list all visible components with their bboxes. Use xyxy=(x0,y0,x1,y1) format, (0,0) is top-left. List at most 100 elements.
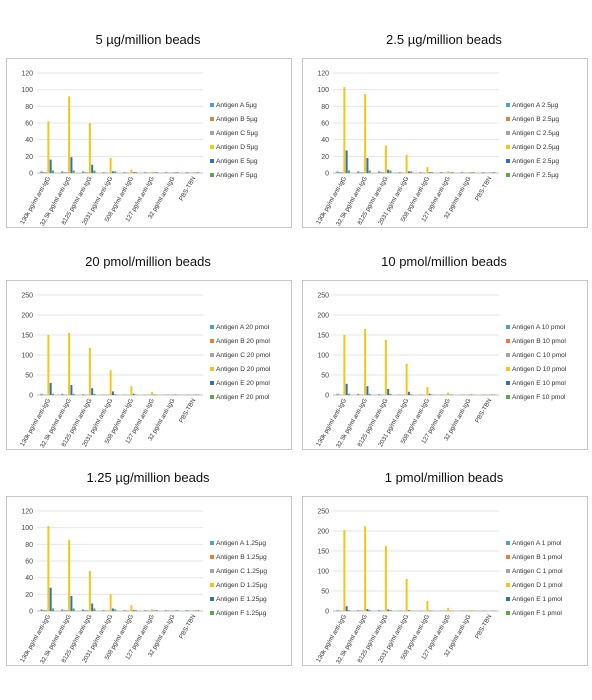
legend-label: Antigen E 10 pmol xyxy=(512,380,566,387)
legend-swatch xyxy=(506,117,510,121)
y-tick-label: 50 xyxy=(25,373,33,380)
bar xyxy=(398,172,401,173)
y-tick-label: 50 xyxy=(321,373,329,380)
bar xyxy=(428,172,431,173)
bar xyxy=(70,157,73,173)
legend-swatch xyxy=(210,611,214,615)
bar xyxy=(151,391,154,395)
chart-panel-4: 10 pmol/million beads 0 50 100 150 200 250 130… xyxy=(296,222,592,455)
bar xyxy=(426,601,429,611)
bar xyxy=(45,610,48,611)
bar xyxy=(114,394,117,395)
y-tick-label: 50 xyxy=(321,589,329,596)
legend-label: Antigen D 1 pmol xyxy=(512,582,563,589)
legend-swatch xyxy=(506,353,510,357)
legend-swatch xyxy=(210,339,214,343)
legend-label: Antigen E 2.5µg xyxy=(512,158,559,165)
x-tick-label: PBS-TBN xyxy=(474,176,493,203)
bar xyxy=(426,167,429,173)
x-tick-label: PBS-TBN xyxy=(474,398,493,425)
chart-title: 2.5 µg/million beads xyxy=(386,32,502,47)
bar xyxy=(345,150,348,173)
y-tick-label: 80 xyxy=(25,542,33,549)
bar xyxy=(426,387,429,395)
y-tick-label: 0 xyxy=(325,393,329,400)
bar xyxy=(49,383,52,395)
x-tick-label: PBS-TBN xyxy=(178,614,197,641)
bar xyxy=(49,159,52,173)
legend-swatch xyxy=(506,395,510,399)
chart-panel-6: 1 pmol/million beads 0 50 100 150 200 250 130k… xyxy=(296,438,592,671)
bar xyxy=(467,172,470,173)
bar xyxy=(91,603,94,611)
bar xyxy=(102,172,105,173)
bar xyxy=(68,540,71,611)
y-tick-label: 100 xyxy=(317,87,329,94)
x-tick-label: PBS-TBN xyxy=(474,614,493,641)
bar xyxy=(42,172,45,173)
bar xyxy=(70,596,73,611)
bar xyxy=(192,172,195,173)
legend-label: Antigen A 10 pmol xyxy=(512,324,566,331)
bar xyxy=(61,171,64,173)
bar xyxy=(164,172,167,173)
legend-label: Antigen E 1.25µg xyxy=(216,596,267,603)
y-tick-label: 0 xyxy=(29,171,33,178)
legend-swatch xyxy=(506,611,510,615)
bar xyxy=(51,393,54,395)
legend-label: Antigen C 1.25µg xyxy=(216,568,267,575)
bar xyxy=(410,171,413,173)
y-tick-label: 0 xyxy=(325,609,329,616)
legend-label: Antigen F 20 pmol xyxy=(216,394,270,401)
y-tick-label: 0 xyxy=(29,609,33,616)
bar xyxy=(132,610,135,611)
bar xyxy=(368,170,371,173)
y-tick-label: 200 xyxy=(317,529,329,536)
chart-panel-5: 1.25 µg/million beads 0 20 40 60 80 100 120 130… xyxy=(0,438,296,671)
y-tick-label: 100 xyxy=(317,353,329,360)
y-tick-label: 100 xyxy=(21,353,33,360)
legend-swatch xyxy=(210,555,214,559)
legend-swatch xyxy=(506,555,510,559)
bar xyxy=(447,607,450,611)
bar xyxy=(345,606,348,611)
legend-label: Antigen A 20 pmol xyxy=(216,324,270,331)
legend-label: Antigen F 5µg xyxy=(216,172,258,179)
bar xyxy=(72,393,75,395)
chart-area: 0 50 100 150 200 250 130k pg/ml anti-IgG 32.5k … xyxy=(302,280,588,450)
bar xyxy=(343,530,346,611)
bar xyxy=(176,610,179,611)
y-tick-label: 120 xyxy=(317,71,329,78)
chart-panel-1: 5 µg/million beads 0 20 40 60 80 100 120 130k p… xyxy=(0,0,296,233)
bar xyxy=(336,610,339,611)
legend-swatch xyxy=(210,173,214,177)
y-tick-label: 0 xyxy=(29,393,33,400)
legend-label: Antigen A 1 pmol xyxy=(512,540,562,547)
y-tick-label: 60 xyxy=(25,559,33,566)
bar xyxy=(197,172,200,173)
legend-label: Antigen F 1.25µg xyxy=(216,610,267,617)
chart-title: 1 pmol/million beads xyxy=(384,470,504,485)
bar xyxy=(467,610,470,611)
y-tick-label: 250 xyxy=(317,509,329,516)
bar xyxy=(185,610,188,611)
y-tick-label: 120 xyxy=(21,71,33,78)
bar xyxy=(93,608,96,611)
legend-swatch xyxy=(506,597,510,601)
x-tick-label: PBS-TBN xyxy=(178,176,197,203)
legend-swatch xyxy=(210,145,214,149)
bar xyxy=(155,172,158,173)
bar xyxy=(65,172,68,173)
legend-swatch xyxy=(210,583,214,587)
bar xyxy=(384,339,387,395)
y-tick-label: 250 xyxy=(21,293,33,300)
legend-label: Antigen B 1 pmol xyxy=(512,554,563,561)
bar xyxy=(72,170,75,173)
legend-swatch xyxy=(210,541,214,545)
y-tick-label: 100 xyxy=(21,87,33,94)
